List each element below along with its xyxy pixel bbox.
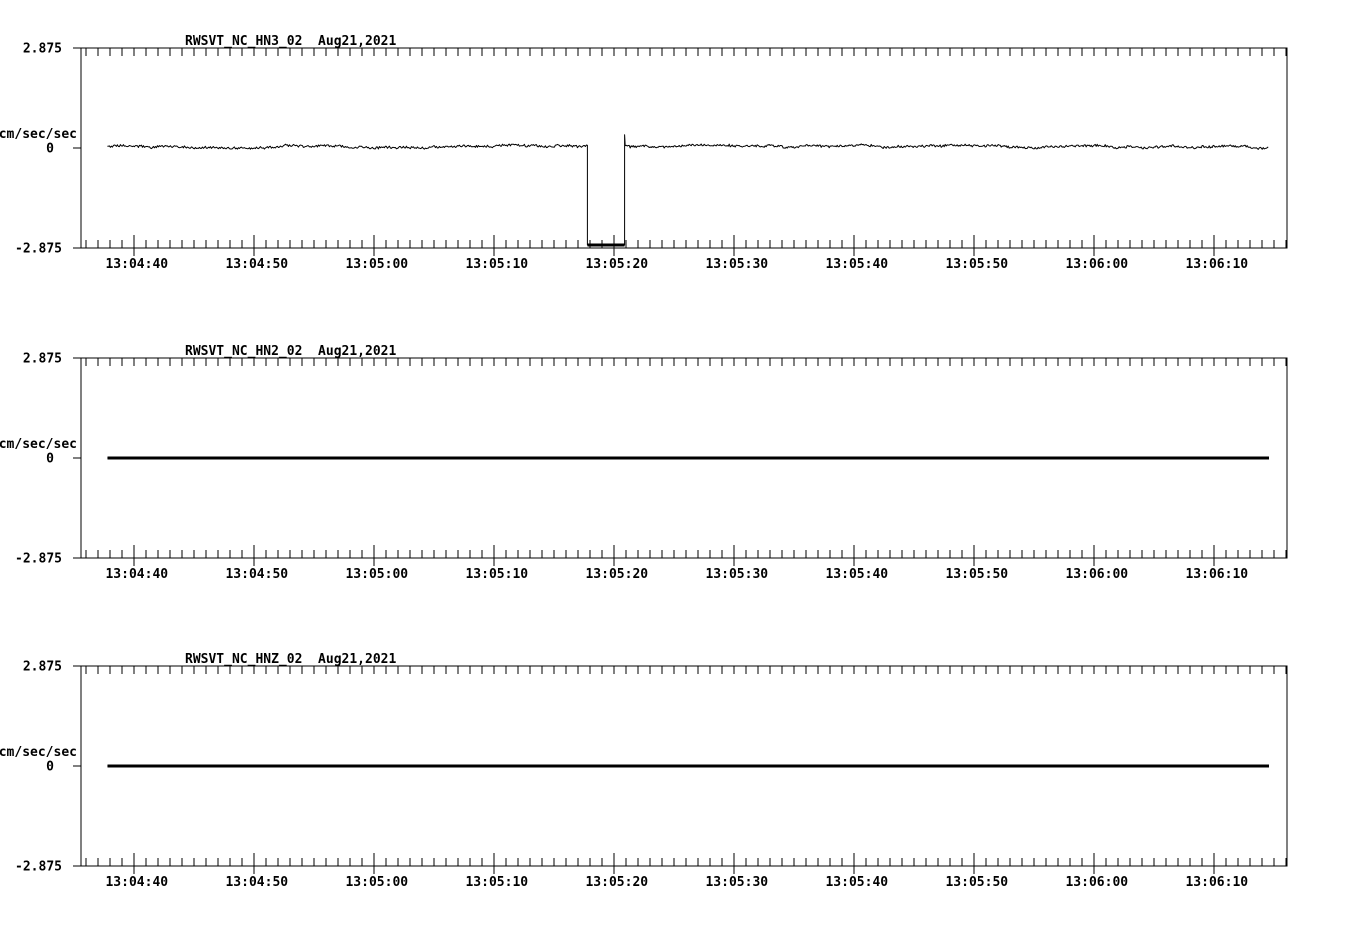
x-tick-label: 13:05:20 xyxy=(585,257,648,272)
x-tick-label: 13:06:10 xyxy=(1185,257,1248,272)
panel-RWSVT_NC_HN3_02: RWSVT_NC_HN3_02 Aug21,2021 2.875 0 -2.875 cm… xyxy=(0,34,1288,272)
x-tick-label: 13:06:10 xyxy=(1185,567,1248,582)
y-axis-unit-label: cm/sec/sec xyxy=(0,437,77,452)
x-tick-label: 13:06:10 xyxy=(1185,875,1248,890)
panel-title: RWSVT_NC_HNZ_02 Aug21,2021 xyxy=(185,652,396,667)
y-axis-unit-label: cm/sec/sec xyxy=(0,745,77,760)
x-tick-label: 13:05:40 xyxy=(825,875,888,890)
x-tick-label: 13:05:00 xyxy=(345,257,408,272)
y-tick-label: 2.875 xyxy=(23,660,62,675)
x-tick-label: 13:05:00 xyxy=(345,567,408,582)
x-tick-label: 13:05:00 xyxy=(345,875,408,890)
x-tick-label: 13:05:20 xyxy=(585,875,648,890)
x-tick-label: 13:04:50 xyxy=(225,875,288,890)
x-tick-label: 13:04:40 xyxy=(105,257,168,272)
x-tick-label: 13:05:50 xyxy=(945,567,1008,582)
x-tick-label: 13:05:50 xyxy=(945,257,1008,272)
x-tick-label: 13:05:10 xyxy=(465,257,528,272)
y-tick-label: -2.875 xyxy=(15,860,62,875)
x-tick-label: 13:04:40 xyxy=(105,567,168,582)
x-tick-label: 13:06:00 xyxy=(1065,257,1128,272)
x-tick-label: 13:06:00 xyxy=(1065,875,1128,890)
x-tick-label: 13:05:40 xyxy=(825,257,888,272)
x-tick-label: 13:04:40 xyxy=(105,875,168,890)
x-tick-label: 13:04:50 xyxy=(225,567,288,582)
x-tick-label: 13:05:30 xyxy=(705,875,768,890)
y-tick-label: 0 xyxy=(46,760,54,775)
x-tick-label: 13:05:50 xyxy=(945,875,1008,890)
y-tick-label: 2.875 xyxy=(23,352,62,367)
y-tick-label: -2.875 xyxy=(15,552,62,567)
x-tick-label: 13:04:50 xyxy=(225,257,288,272)
y-tick-label: 2.875 xyxy=(23,42,62,57)
x-tick-label: 13:05:20 xyxy=(585,567,648,582)
x-tick-label: 13:05:10 xyxy=(465,875,528,890)
y-tick-label: 0 xyxy=(46,142,54,157)
y-axis-unit-label: cm/sec/sec xyxy=(0,127,77,142)
x-tick-label: 13:06:00 xyxy=(1065,567,1128,582)
y-tick-label: 0 xyxy=(46,452,54,467)
panel-title: RWSVT_NC_HN3_02 Aug21,2021 xyxy=(185,34,396,49)
waveform-trace xyxy=(107,134,1269,246)
x-tick-label: 13:05:30 xyxy=(705,257,768,272)
panel-RWSVT_NC_HN2_02: RWSVT_NC_HN2_02 Aug21,2021 2.875 0 -2.875 cm… xyxy=(0,344,1288,582)
y-tick-label: -2.875 xyxy=(15,242,62,257)
panel-RWSVT_NC_HNZ_02: RWSVT_NC_HNZ_02 Aug21,2021 2.875 0 -2.875 cm… xyxy=(0,652,1288,890)
x-tick-label: 13:05:30 xyxy=(705,567,768,582)
panel-title: RWSVT_NC_HN2_02 Aug21,2021 xyxy=(185,344,396,359)
x-tick-label: 13:05:10 xyxy=(465,567,528,582)
x-tick-label: 13:05:40 xyxy=(825,567,888,582)
